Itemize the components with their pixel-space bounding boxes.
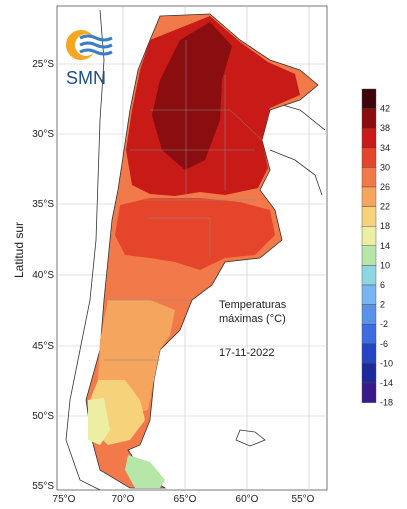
lat-tick-25: 25°S — [32, 59, 54, 70]
legend-label: 26 — [380, 182, 390, 192]
latitude-ticks: 25°S 30°S 35°S 40°S 45°S 50°S 55°S — [32, 59, 54, 492]
legend-swatch — [361, 225, 377, 246]
legend-label: -6 — [380, 339, 388, 349]
legend-label: -10 — [380, 358, 393, 368]
legend-label: 34 — [380, 143, 390, 153]
legend-label: 22 — [380, 202, 390, 212]
legend-swatch — [361, 88, 377, 109]
lat-tick-40: 40°S — [32, 270, 54, 281]
legend-swatch — [361, 324, 377, 345]
annotation-date: 17-11-2022 — [219, 347, 274, 359]
temperature-field — [85, 13, 319, 489]
legend-label: -18 — [380, 398, 393, 408]
logo-text: SMN — [66, 68, 106, 88]
legend-swatch — [361, 382, 377, 403]
legend-label: 10 — [380, 260, 390, 270]
legend-label: 14 — [380, 241, 390, 251]
legend-swatch — [361, 186, 377, 207]
lon-tick-65: 65°O — [174, 494, 197, 505]
legend-swatch — [361, 147, 377, 168]
legend-swatch — [361, 245, 377, 266]
y-axis-label: Latitud sur — [12, 222, 26, 278]
legend-swatch — [361, 363, 377, 384]
longitude-ticks: 75°O 70°O 65°O 60°O 55°O — [53, 494, 315, 505]
lon-tick-55: 55°O — [292, 494, 315, 505]
legend-label: -2 — [380, 319, 388, 329]
legend-swatch — [361, 304, 377, 325]
annotation-line2: máximas (°C) — [219, 313, 286, 325]
color-legend: 42 38 34 30 26 22 18 14 10 6 2 -2 -6 -10 -14 -18 — [361, 88, 393, 408]
legend-label: 38 — [380, 123, 390, 133]
legend-swatch — [361, 206, 377, 227]
legend-label: -14 — [380, 378, 393, 388]
annotation-line1: Temperaturas — [219, 299, 287, 311]
map-annotation: Temperaturas máximas (°C) 17-11-2022 — [219, 299, 287, 359]
legend-swatch — [361, 127, 377, 148]
legend-label: 6 — [380, 280, 385, 290]
legend-label: 18 — [380, 221, 390, 231]
legend-swatch — [361, 265, 377, 286]
lat-tick-35: 35°S — [32, 199, 54, 210]
province-borders — [104, 40, 263, 361]
lat-tick-50: 50°S — [32, 411, 54, 422]
lon-tick-75: 75°O — [53, 494, 76, 505]
legend-label: 30 — [380, 162, 390, 172]
legend-swatch — [361, 108, 377, 129]
smn-logo: SMN — [66, 30, 113, 88]
lon-tick-60: 60°O — [236, 494, 259, 505]
lon-tick-70: 70°O — [112, 494, 135, 505]
legend-swatch — [361, 167, 377, 188]
legend-swatch — [361, 343, 377, 364]
lat-tick-30: 30°S — [32, 129, 54, 140]
lat-tick-55: 55°S — [32, 481, 54, 492]
legend-label: 42 — [380, 104, 390, 114]
lat-tick-45: 45°S — [32, 341, 54, 352]
legend-label: 2 — [380, 300, 385, 310]
legend-swatch — [361, 284, 377, 305]
